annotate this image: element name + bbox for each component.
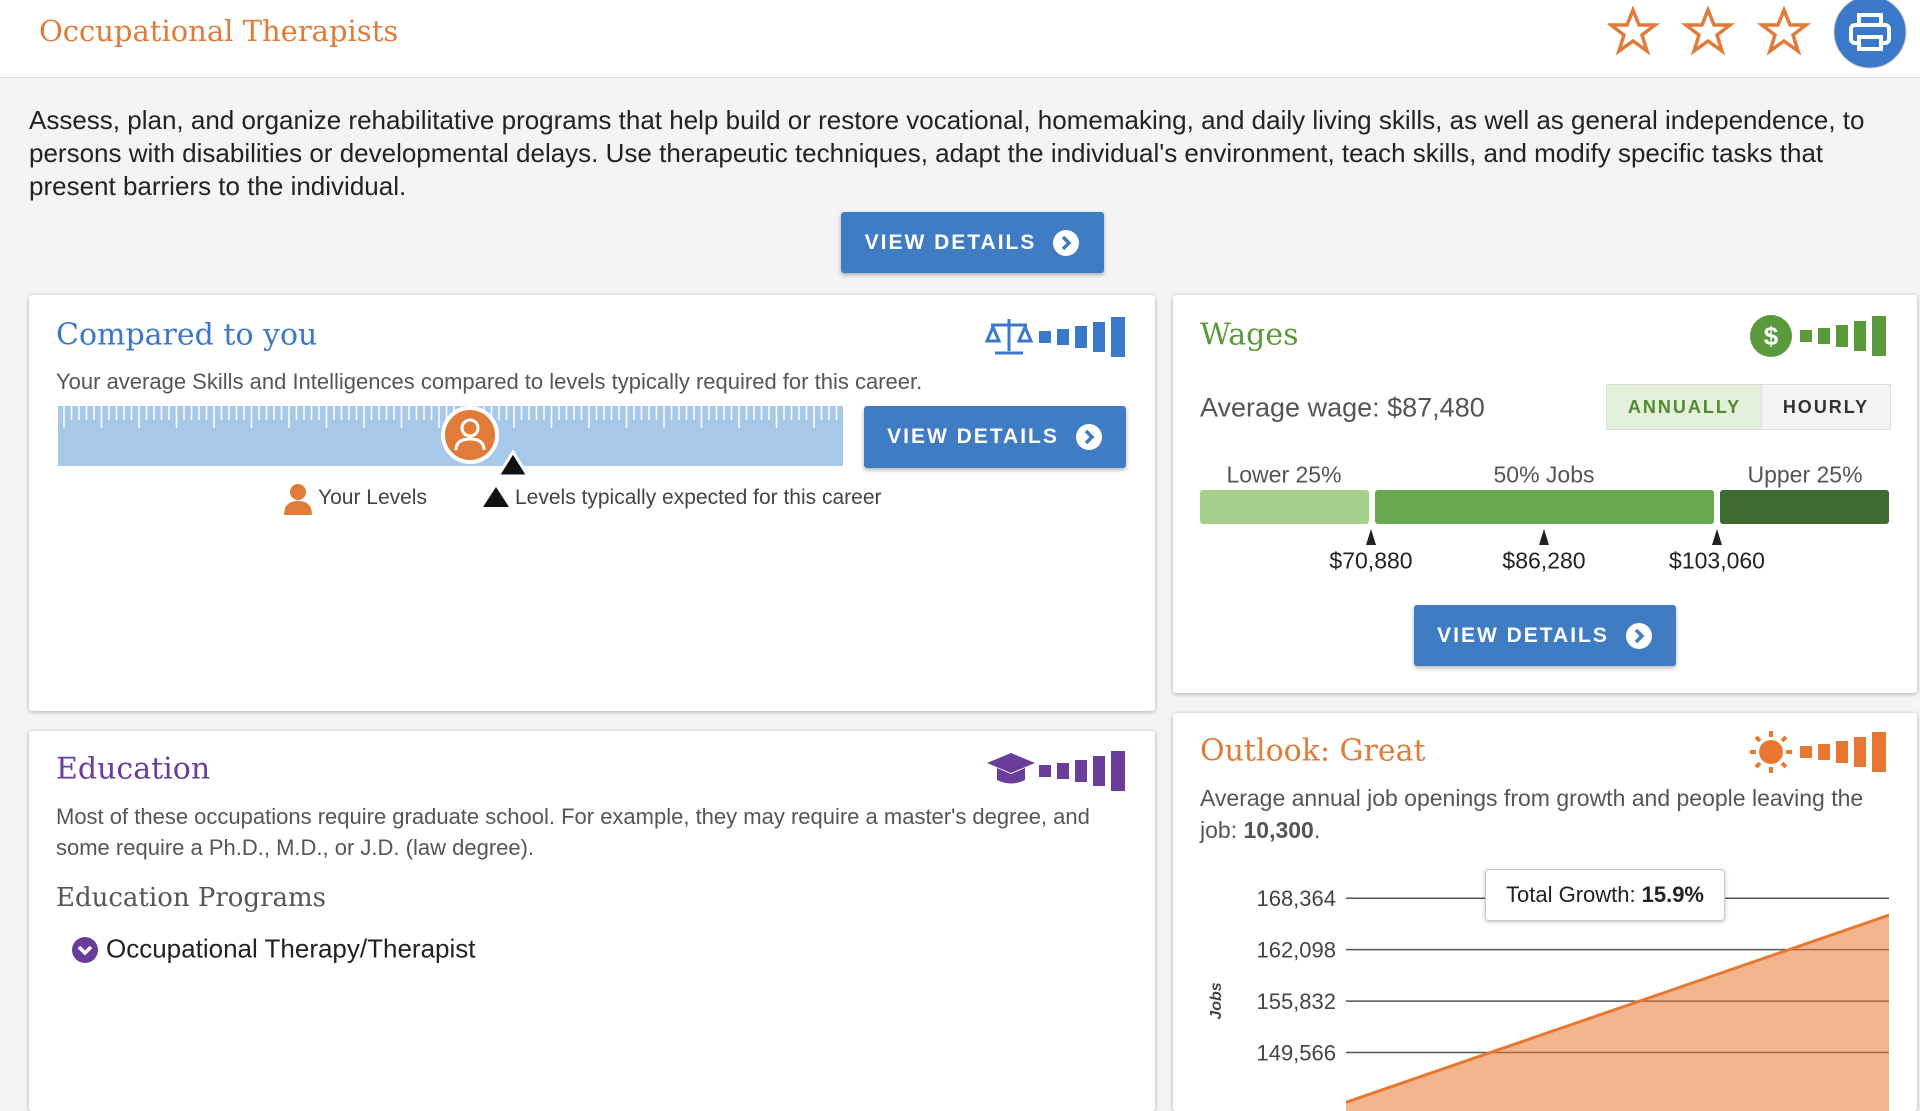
level-ruler xyxy=(58,406,843,478)
section-title: Education Programs xyxy=(56,883,327,913)
area xyxy=(1346,915,1889,1111)
card-title: Education xyxy=(56,751,211,787)
outlook-icon xyxy=(1750,731,1886,773)
range-label: Lower 25% xyxy=(1226,461,1342,488)
expected-level-marker xyxy=(495,449,531,478)
arrow-icon xyxy=(1053,229,1080,256)
card-title: Compared to you xyxy=(56,317,318,353)
your-level-body xyxy=(454,437,486,451)
tooltip-label: Total Growth: xyxy=(1506,882,1636,907)
favorite-stars xyxy=(1608,6,1812,56)
button-label: VIEW DETAILS xyxy=(887,425,1059,448)
view-details-button[interactable]: VIEW DETAILS xyxy=(841,212,1104,273)
education-card: Education Most of these occupations requ… xyxy=(29,731,1155,1111)
legend-label: Your Levels xyxy=(318,486,427,509)
your-level-head xyxy=(460,418,480,438)
openings: 10,300 xyxy=(1243,817,1314,843)
legend-label: Levels typically expected for this caree… xyxy=(515,486,882,509)
text: . xyxy=(1313,817,1321,843)
card-subtitle: Your average Skills and Intelligences co… xyxy=(56,369,923,394)
arrow-icon xyxy=(1625,622,1652,649)
wages-icon: $ xyxy=(1750,315,1886,357)
toggle-option[interactable]: HOURLY xyxy=(1761,384,1891,430)
compared-card: Compared to you Your average Skills and … xyxy=(29,295,1155,711)
range-label: 50% Jobs xyxy=(1493,461,1595,488)
page-title: Occupational Therapists xyxy=(39,14,399,48)
y-tick-label: 149,566 xyxy=(1256,1041,1336,1066)
wages-card: Wages $ Average wage: $87,480 ANNUALLY H… xyxy=(1173,295,1917,693)
range-label: Upper 25% xyxy=(1747,461,1863,488)
y-tick-label: 162,098 xyxy=(1256,938,1336,963)
y-tick-label: 155,832 xyxy=(1256,989,1336,1014)
star[interactable] xyxy=(1608,6,1661,56)
education-icon xyxy=(987,751,1125,791)
card-title: Outlook: Great xyxy=(1200,733,1426,769)
percentile-value: $103,060 xyxy=(1669,547,1765,574)
description: Assess, plan, and organize rehabilitativ… xyxy=(29,105,1865,201)
outlook-chart: Jobs 149,566 155,832 162,098 168,364 xyxy=(1208,886,1889,1111)
program-item[interactable]: Occupational Therapy/Therapist xyxy=(106,933,476,964)
y-tick-label: 168,364 xyxy=(1256,886,1336,911)
print-button[interactable] xyxy=(1833,0,1909,71)
arrow-icon xyxy=(1075,424,1102,450)
outlook-card: Outlook: Great Average annual job openin… xyxy=(1173,713,1917,1111)
star[interactable] xyxy=(1756,6,1812,56)
toggle-option[interactable]: ANNUALLY xyxy=(1606,384,1763,430)
text: Average annual job openings from growth … xyxy=(1200,785,1864,843)
view-details-button[interactable]: VIEW DETAILS xyxy=(864,406,1126,468)
triangle-icon xyxy=(483,487,509,507)
education-text: Most of these occupations require gradua… xyxy=(56,804,1090,860)
percentile-value: $70,880 xyxy=(1329,547,1413,574)
area-line xyxy=(1346,913,1889,1104)
average-wage: Average wage: $87,480 xyxy=(1200,392,1485,423)
tooltip-value: 15.9% xyxy=(1641,882,1704,907)
button-label: VIEW DETAILS xyxy=(1437,623,1609,647)
star[interactable] xyxy=(1680,6,1736,56)
svg-text:$: $ xyxy=(1764,321,1779,351)
wage-bar xyxy=(1200,490,1889,545)
header: Occupational Therapists xyxy=(0,0,1920,78)
card-title: Wages xyxy=(1200,317,1299,353)
view-details-button[interactable]: VIEW DETAILS xyxy=(1414,605,1676,666)
expand-icon[interactable] xyxy=(71,936,99,964)
button-label: VIEW DETAILS xyxy=(864,230,1037,254)
y-axis-label: Jobs xyxy=(1208,982,1225,1019)
outlook-text: Average annual job openings from growth … xyxy=(1200,782,1890,846)
compared-icon xyxy=(985,317,1125,357)
person-icon xyxy=(284,484,312,515)
percentile-value: $86,280 xyxy=(1502,547,1586,574)
growth-tooltip: Total Growth: 15.9% xyxy=(1485,869,1725,921)
